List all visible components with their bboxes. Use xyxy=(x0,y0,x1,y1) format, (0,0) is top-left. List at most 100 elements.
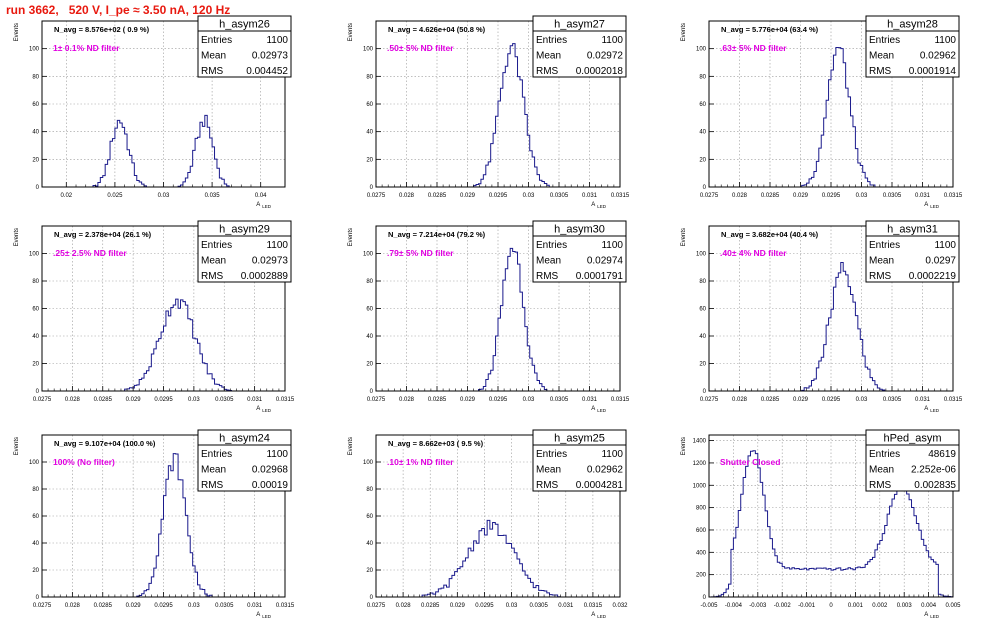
y-axis-label: Events xyxy=(348,437,354,455)
y-tick-label: 0 xyxy=(703,389,707,395)
navg-label: N_avg = 2.378e+04 (26.1 %) xyxy=(54,230,152,239)
y-axis-label: Events xyxy=(681,437,687,455)
histogram-title: hPed_asym xyxy=(883,433,941,445)
y-tick-label: 0 xyxy=(703,595,707,601)
navg-label: N_avg = 9.107e+04 (100.0 %) xyxy=(54,439,156,448)
x-tick-label: 0.028 xyxy=(732,193,748,199)
x-tick-label: 0.0295 xyxy=(822,397,841,403)
x-tick-label: 0.029 xyxy=(126,397,142,403)
x-tick-label: 0.02 xyxy=(60,193,72,199)
x-tick-label: -0.002 xyxy=(774,603,792,609)
x-axis-label: A LED xyxy=(591,406,607,413)
x-tick-label: 0.03 xyxy=(188,397,200,403)
y-tick-label: 40 xyxy=(699,334,706,340)
x-tick-label: 0.0295 xyxy=(822,193,841,199)
x-axis-label-main: A xyxy=(924,202,928,208)
x-tick-label: 0.0275 xyxy=(700,193,719,199)
x-tick-label: 0.0285 xyxy=(94,397,113,403)
y-tick-label: 40 xyxy=(366,334,373,340)
stats-mean-value: 0.02962 xyxy=(920,51,957,62)
x-tick-label: 0.002 xyxy=(872,603,888,609)
x-tick-label: 0.003 xyxy=(897,603,913,609)
histogram-series-hPed_asym xyxy=(709,450,953,598)
stats-entries-label: Entries xyxy=(536,35,567,46)
y-tick-label: 100 xyxy=(696,47,707,53)
stats-rms-value: 0.0002219 xyxy=(909,271,957,282)
stats-rms-label: RMS xyxy=(201,480,224,491)
stats-box-frame xyxy=(197,429,292,492)
x-tick-label: 0.0305 xyxy=(215,603,234,609)
stats-mean-label: Mean xyxy=(869,51,894,62)
x-tick-label: 0.0275 xyxy=(33,397,52,403)
y-tick-label: 100 xyxy=(29,460,40,466)
x-tick-label: 0.0305 xyxy=(550,397,569,403)
x-tick-label: 0.029 xyxy=(450,603,466,609)
stats-entries-label: Entries xyxy=(201,449,232,460)
y-tick-label: 60 xyxy=(32,307,39,313)
y-tick-label: 20 xyxy=(32,568,39,574)
histogram-panel-h_asym30: 0.0275 0.028 0.0285 0.029 0.0295 0.03 0.0305 0.… xyxy=(348,220,630,413)
x-tick-label: 0.0305 xyxy=(883,397,902,403)
y-tick-label: 40 xyxy=(366,130,373,136)
y-axis-label: Events xyxy=(348,228,354,246)
stats-mean-label: Mean xyxy=(536,465,561,476)
x-tick-label: 0.0295 xyxy=(489,193,508,199)
x-tick-label: 0.029 xyxy=(460,193,476,199)
filter-annotation: .25± 2.5% ND filter xyxy=(53,248,127,258)
histogram-series-h_asym25 xyxy=(376,519,620,598)
y-tick-label: 80 xyxy=(32,74,39,80)
histogram-panel-h_asym28: 0.0275 0.028 0.0285 0.029 0.0295 0.03 0.0305 0.… xyxy=(681,15,963,209)
x-tick-label: 0.03 xyxy=(506,603,518,609)
x-tick-label: -0.003 xyxy=(749,603,767,609)
y-tick-label: 60 xyxy=(366,102,373,108)
stats-mean-value: 0.02973 xyxy=(252,51,289,62)
x-tick-label: -0.005 xyxy=(700,603,718,609)
y-tick-label: 80 xyxy=(699,279,706,285)
y-tick-label: 40 xyxy=(32,541,39,547)
y-tick-label: 20 xyxy=(699,157,706,163)
y-axis-label: Events xyxy=(14,437,20,455)
x-tick-label: 0.031 xyxy=(582,193,598,199)
x-tick-label: 0.0295 xyxy=(489,397,508,403)
filter-annotation: 1± 0.1% ND filter xyxy=(53,43,120,53)
y-tick-label: 0 xyxy=(370,595,374,601)
x-axis-label-main: A xyxy=(924,612,928,618)
stats-rms-label: RMS xyxy=(869,271,892,282)
stats-box: h_asym26 Entries 1100 Mean 0.02973 RMS 0.00445… xyxy=(197,15,292,78)
x-tick-label: 0 xyxy=(829,603,833,609)
y-axis-label: Events xyxy=(681,23,687,41)
y-tick-label: 100 xyxy=(363,47,374,53)
stats-entries-label: Entries xyxy=(869,240,900,251)
stats-box: h_asym27 Entries 1100 Mean 0.02972 RMS 0.00020… xyxy=(532,15,627,78)
x-axis-label-main: A xyxy=(256,202,260,208)
stats-rms-value: 0.002835 xyxy=(914,480,956,491)
stats-rms-value: 0.0001914 xyxy=(909,66,957,77)
stats-box-frame xyxy=(865,15,960,78)
stats-entries-label: Entries xyxy=(536,449,567,460)
x-axis-label-main: A xyxy=(256,406,260,412)
stats-entries-value: 1100 xyxy=(601,240,623,251)
y-tick-label: 60 xyxy=(32,514,39,520)
y-tick-label: 80 xyxy=(366,487,373,493)
stats-entries-label: Entries xyxy=(869,449,900,460)
x-tick-label: 0.0315 xyxy=(611,193,630,199)
x-tick-label: 0.028 xyxy=(396,603,412,609)
x-tick-label: 0.028 xyxy=(65,603,81,609)
histogram-title: h_asym25 xyxy=(554,433,605,445)
x-tick-label: 0.0285 xyxy=(94,603,113,609)
x-axis-label-main: A xyxy=(591,406,595,412)
x-axis-label: A LED xyxy=(924,406,940,413)
stats-mean-label: Mean xyxy=(869,256,894,267)
y-tick-label: 0 xyxy=(370,389,374,395)
histogram-panel-h_asym25: 0.0275 0.028 0.0285 0.029 0.0295 0.03 0.0305 0.… xyxy=(348,429,628,619)
navg-label: N_avg = 8.662e+03 ( 9.5 %) xyxy=(388,439,484,448)
stats-mean-value: 0.02972 xyxy=(587,51,624,62)
y-tick-label: 40 xyxy=(699,130,706,136)
x-tick-label: 0.029 xyxy=(793,193,809,199)
x-tick-label: 0.0305 xyxy=(529,603,548,609)
x-tick-label: 0.029 xyxy=(126,603,142,609)
stats-entries-value: 1100 xyxy=(601,35,623,46)
x-tick-label: 0.03 xyxy=(523,397,535,403)
stats-mean-value: 2.252e-06 xyxy=(911,465,956,476)
